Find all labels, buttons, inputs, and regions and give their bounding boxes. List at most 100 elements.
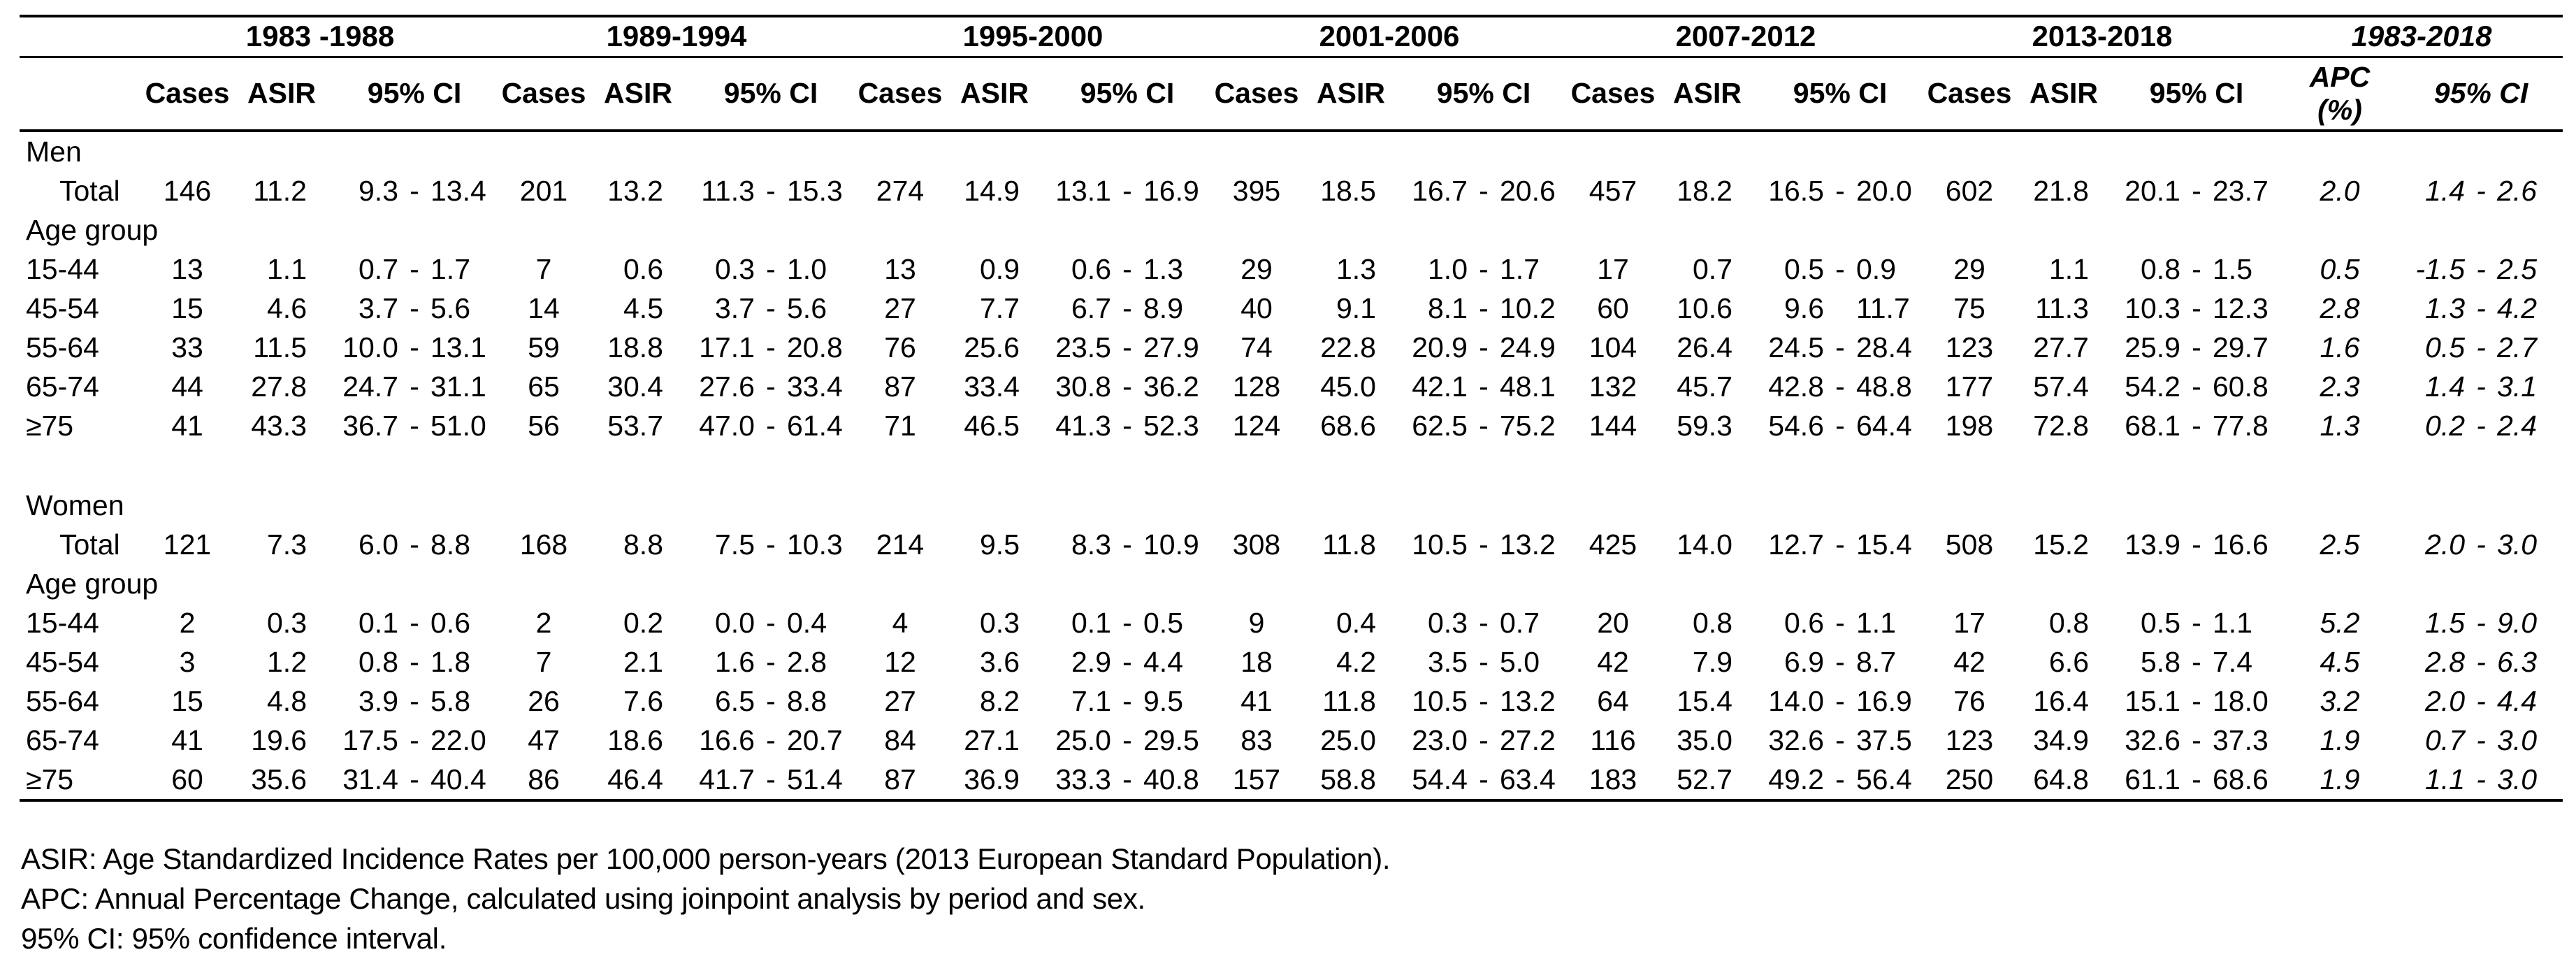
ci-upper: 1.3	[1143, 252, 1183, 285]
asir-cell: 0.3	[980, 606, 1020, 639]
apc-ci-cell: 2.8-6.3	[2399, 642, 2563, 682]
section-row: Men	[20, 131, 2563, 171]
ci-upper: 40.4	[430, 763, 486, 795]
apc-ci-cell: 1.5-9.0	[2399, 603, 2563, 642]
ci-upper: 16.9	[1856, 684, 1912, 717]
cases-cell: 123	[1945, 723, 1994, 756]
ci-lower: 23.5	[1055, 331, 1111, 363]
ci-value: 42.8-48.8	[1756, 370, 1924, 403]
apc-ci-value: 1.1-3.0	[2399, 763, 2563, 796]
ci-cell: 32.6-37.5	[1756, 721, 1924, 760]
ci-upper: 20.6	[1500, 174, 1556, 207]
ci-upper: 1.8	[430, 645, 470, 678]
ci-cell: 3.7-5.6	[687, 289, 855, 328]
ci-dash: -	[2192, 723, 2201, 756]
ci-upper: 10.9	[1143, 528, 1199, 561]
ci-lower: 7.5	[715, 528, 755, 561]
section-label: Men	[26, 135, 82, 168]
apc-cell: 0.5	[2320, 252, 2360, 285]
ci-lower: 24.7	[342, 370, 398, 403]
cases-cell: 41	[171, 723, 203, 756]
apc-cell: 2.5	[2320, 528, 2360, 561]
ci-upper: 0.9	[1856, 252, 1896, 285]
asir-cell: 3.6	[980, 645, 1020, 678]
ci-lower: 13.1	[1055, 174, 1111, 207]
asir-cell: 18.8	[607, 331, 663, 363]
ci-upper: 10.3	[787, 528, 843, 561]
asir-cell: 33.4	[964, 370, 1020, 403]
cases-cell: 71	[884, 409, 916, 442]
table-row: ≥75 60 35.6 31.4-40.4 86 46.4 41.7-51.4 87 36.9 3…	[20, 760, 2563, 800]
ci-dash: -	[410, 291, 419, 324]
ci-lower: 54.4	[1412, 763, 1468, 795]
row-label-cell: 45-54	[26, 645, 99, 678]
ci-cell: 0.3-1.0	[687, 250, 855, 289]
row-label-cell: ≥75	[26, 763, 74, 795]
cases-cell: 41	[171, 409, 203, 442]
ci-dash: -	[1835, 174, 1845, 207]
ci-lower: 42.1	[1412, 370, 1468, 403]
ci-cell: 7.1-9.5	[1043, 682, 1211, 721]
ci-upper: 15.3	[787, 174, 843, 207]
ci-upper: 27.9	[1143, 331, 1199, 363]
cases-cell: 74	[1240, 331, 1273, 363]
ci-cell: 0.6-1.3	[1043, 250, 1211, 289]
ci-cell: 31.4-40.4	[331, 760, 498, 800]
apc-header-line2: (%)	[2317, 93, 2362, 126]
cases-cell: 116	[1590, 723, 1636, 756]
ci-lower: 0.1	[359, 606, 398, 639]
apc-ci-cell: 1.1-3.0	[2399, 760, 2563, 800]
ci-value: 0.3-0.7	[1400, 607, 1568, 640]
ci-dash: -	[2192, 409, 2201, 442]
period-header-4: 2001-2006	[1319, 20, 1460, 53]
ci-dash: -	[410, 723, 419, 756]
apc-ci-cell: 1.4-2.6	[2399, 171, 2563, 210]
ci-lower: 0.2	[2425, 409, 2466, 442]
ci-lower: 8.1	[1428, 291, 1468, 324]
ci-dash: -	[2476, 606, 2486, 639]
asir-cell: 46.4	[607, 763, 663, 795]
asir-header: ASIR	[247, 77, 316, 110]
ci-lower: 41.3	[1055, 409, 1111, 442]
ci-value: 0.6-1.3	[1043, 253, 1211, 286]
ci-dash: -	[2476, 370, 2486, 403]
cases-cell: 84	[884, 723, 916, 756]
ci-dash: -	[1835, 252, 1845, 285]
cases-cell: 33	[171, 331, 203, 363]
apc-ci-value: 1.5-9.0	[2399, 607, 2563, 640]
row-label-cell: 65-74	[26, 370, 99, 403]
ci-lower: 2.9	[1071, 645, 1111, 678]
ci-value: 10.5-13.2	[1400, 685, 1568, 718]
age-group-label: Age group	[26, 567, 159, 600]
ci-cell: 12.7-15.4	[1756, 525, 1924, 564]
ci-cell: 0.3-0.7	[1400, 603, 1568, 642]
ci-value: 30.8-36.2	[1043, 370, 1211, 403]
ci-value: 17.1-20.8	[687, 331, 855, 364]
ci-value: 10.0-13.1	[331, 331, 498, 364]
asir-header: ASIR	[960, 77, 1029, 110]
ci-value: 54.4-63.4	[1400, 763, 1568, 796]
ci-lower: 54.6	[1768, 409, 1824, 442]
cases-cell: 177	[1945, 370, 1994, 403]
cases-cell: 40	[1240, 291, 1273, 324]
ci-value: 61.1-68.6	[2113, 763, 2280, 796]
ci-upper: 5.6	[430, 291, 470, 324]
ci-value: 0.5-0.9	[1756, 253, 1924, 286]
ci-value: 23.0-27.2	[1400, 724, 1568, 757]
row-label-cell: ≥75	[26, 409, 74, 442]
ci-upper: 10.2	[1500, 291, 1556, 324]
ci-value: 13.1-16.9	[1043, 175, 1211, 208]
cases-cell: 26	[528, 684, 560, 717]
ci-value: 31.4-40.4	[331, 763, 498, 796]
ci-cell: 6.5-8.8	[687, 682, 855, 721]
asir-cell: 25.0	[1320, 723, 1376, 756]
ci-lower: 0.1	[1071, 606, 1111, 639]
asir-cell: 45.0	[1320, 370, 1376, 403]
cases-cell: 124	[1232, 409, 1281, 442]
ci-cell: 16.5-20.0	[1756, 171, 1924, 210]
table-row: 45-54 15 4.6 3.7-5.6 14 4.5 3.7-5.6 27 7.7 6.7-8.…	[20, 289, 2563, 328]
ci-dash: -	[2476, 331, 2486, 363]
apc-cell: 2.3	[2320, 370, 2360, 403]
ci-upper: 9.0	[2497, 606, 2538, 639]
asir-cell: 68.6	[1320, 409, 1376, 442]
